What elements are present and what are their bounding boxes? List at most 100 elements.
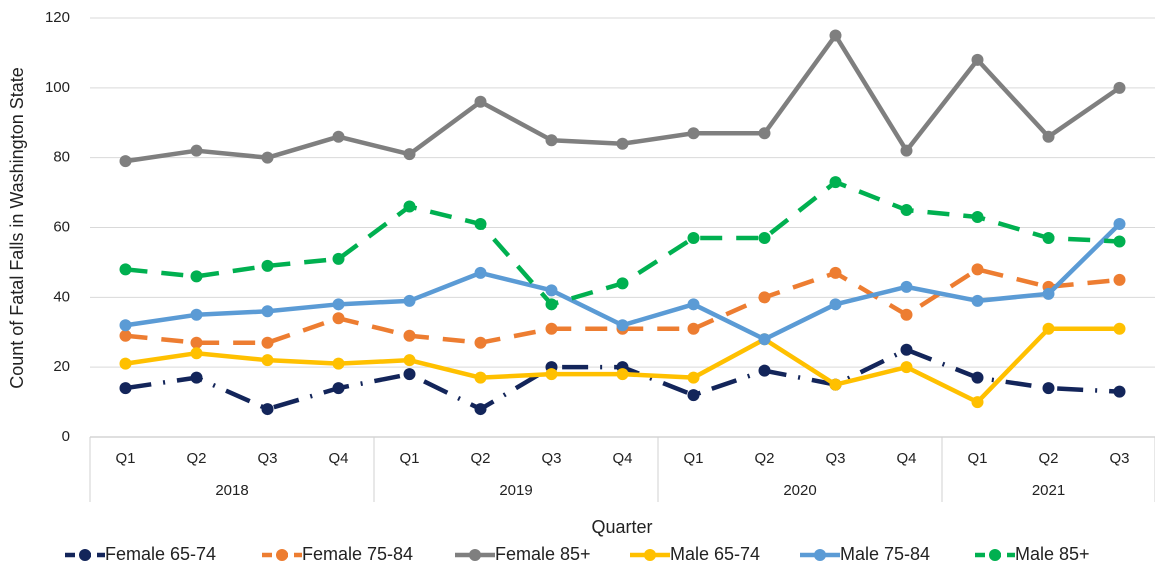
data-point	[687, 298, 700, 311]
legend-label: Female 75-84	[302, 544, 413, 564]
data-point	[687, 231, 700, 244]
data-point	[1042, 287, 1055, 300]
data-point	[545, 134, 558, 147]
data-point	[758, 231, 771, 244]
data-point	[545, 322, 558, 335]
x-tick-label: Q3	[257, 450, 277, 467]
data-point	[1042, 382, 1055, 395]
data-point	[332, 357, 345, 370]
x-tick-label: Q3	[541, 450, 561, 467]
data-point	[829, 298, 842, 311]
legend-label: Male 75-84	[840, 544, 930, 564]
data-point	[1042, 322, 1055, 335]
data-point	[261, 336, 274, 349]
x-tick-label: Q1	[115, 450, 135, 467]
x-tick-label: Q3	[1109, 450, 1129, 467]
data-point	[474, 336, 487, 349]
group-label: 2018	[215, 482, 248, 499]
data-point	[616, 319, 629, 332]
data-point	[616, 368, 629, 381]
data-point	[261, 403, 274, 416]
x-tick-label: Q3	[825, 450, 845, 467]
x-tick-label: Q2	[470, 450, 490, 467]
data-point	[119, 357, 132, 370]
data-point	[687, 322, 700, 335]
data-point	[900, 280, 913, 293]
data-point	[971, 211, 984, 224]
data-point	[190, 371, 203, 384]
data-point	[616, 137, 629, 150]
data-point	[261, 305, 274, 318]
data-point	[758, 333, 771, 346]
data-point	[190, 144, 203, 157]
data-point	[971, 294, 984, 307]
data-point	[829, 266, 842, 279]
data-point	[474, 403, 487, 416]
data-point	[261, 151, 274, 164]
data-point	[190, 336, 203, 349]
data-point	[687, 127, 700, 140]
data-point	[1042, 231, 1055, 244]
y-tick-label: 40	[53, 288, 70, 305]
data-point	[758, 291, 771, 304]
data-point	[403, 354, 416, 367]
data-point	[403, 368, 416, 381]
data-point	[900, 204, 913, 217]
data-point	[119, 263, 132, 276]
data-point	[971, 263, 984, 276]
data-point	[474, 371, 487, 384]
x-tick-label: Q1	[967, 450, 987, 467]
legend-label: Female 85+	[495, 544, 591, 564]
data-point	[829, 378, 842, 391]
y-tick-label: 60	[53, 218, 70, 235]
data-point	[900, 308, 913, 321]
data-point	[829, 176, 842, 189]
data-point	[332, 312, 345, 325]
data-point	[119, 319, 132, 332]
x-tick-label: Q2	[754, 450, 774, 467]
data-point	[687, 389, 700, 402]
data-point	[616, 277, 629, 290]
legend-marker	[79, 549, 91, 561]
data-point	[1113, 81, 1126, 94]
data-point	[403, 200, 416, 213]
data-point	[900, 361, 913, 374]
data-point	[1113, 235, 1126, 248]
data-point	[1113, 385, 1126, 398]
data-point	[190, 308, 203, 321]
data-point	[474, 218, 487, 231]
y-tick-label: 100	[45, 79, 70, 96]
data-point	[687, 371, 700, 384]
legend-label: Male 65-74	[670, 544, 760, 564]
legend-marker	[644, 549, 656, 561]
data-point	[545, 284, 558, 297]
legend-label: Female 65-74	[105, 544, 216, 564]
x-tick-label: Q4	[612, 450, 632, 467]
data-point	[332, 130, 345, 143]
data-point	[261, 259, 274, 272]
data-point	[758, 364, 771, 377]
group-label: 2019	[499, 482, 532, 499]
data-point	[119, 329, 132, 342]
y-tick-label: 0	[62, 428, 70, 445]
data-point	[190, 347, 203, 360]
legend-marker	[989, 549, 1001, 561]
data-point	[403, 329, 416, 342]
data-point	[829, 29, 842, 42]
data-point	[971, 396, 984, 409]
x-tick-label: Q4	[328, 450, 348, 467]
data-point	[971, 53, 984, 66]
data-point	[332, 252, 345, 265]
y-axis-title: Count of Fatal Falls in Washington State	[7, 67, 27, 389]
legend-marker	[814, 549, 826, 561]
data-point	[545, 298, 558, 311]
legend-marker	[469, 549, 481, 561]
data-point	[1113, 322, 1126, 335]
x-tick-label: Q1	[683, 450, 703, 467]
data-point	[474, 266, 487, 279]
data-point	[545, 368, 558, 381]
data-point	[758, 127, 771, 140]
data-point	[900, 343, 913, 356]
x-tick-label: Q2	[186, 450, 206, 467]
